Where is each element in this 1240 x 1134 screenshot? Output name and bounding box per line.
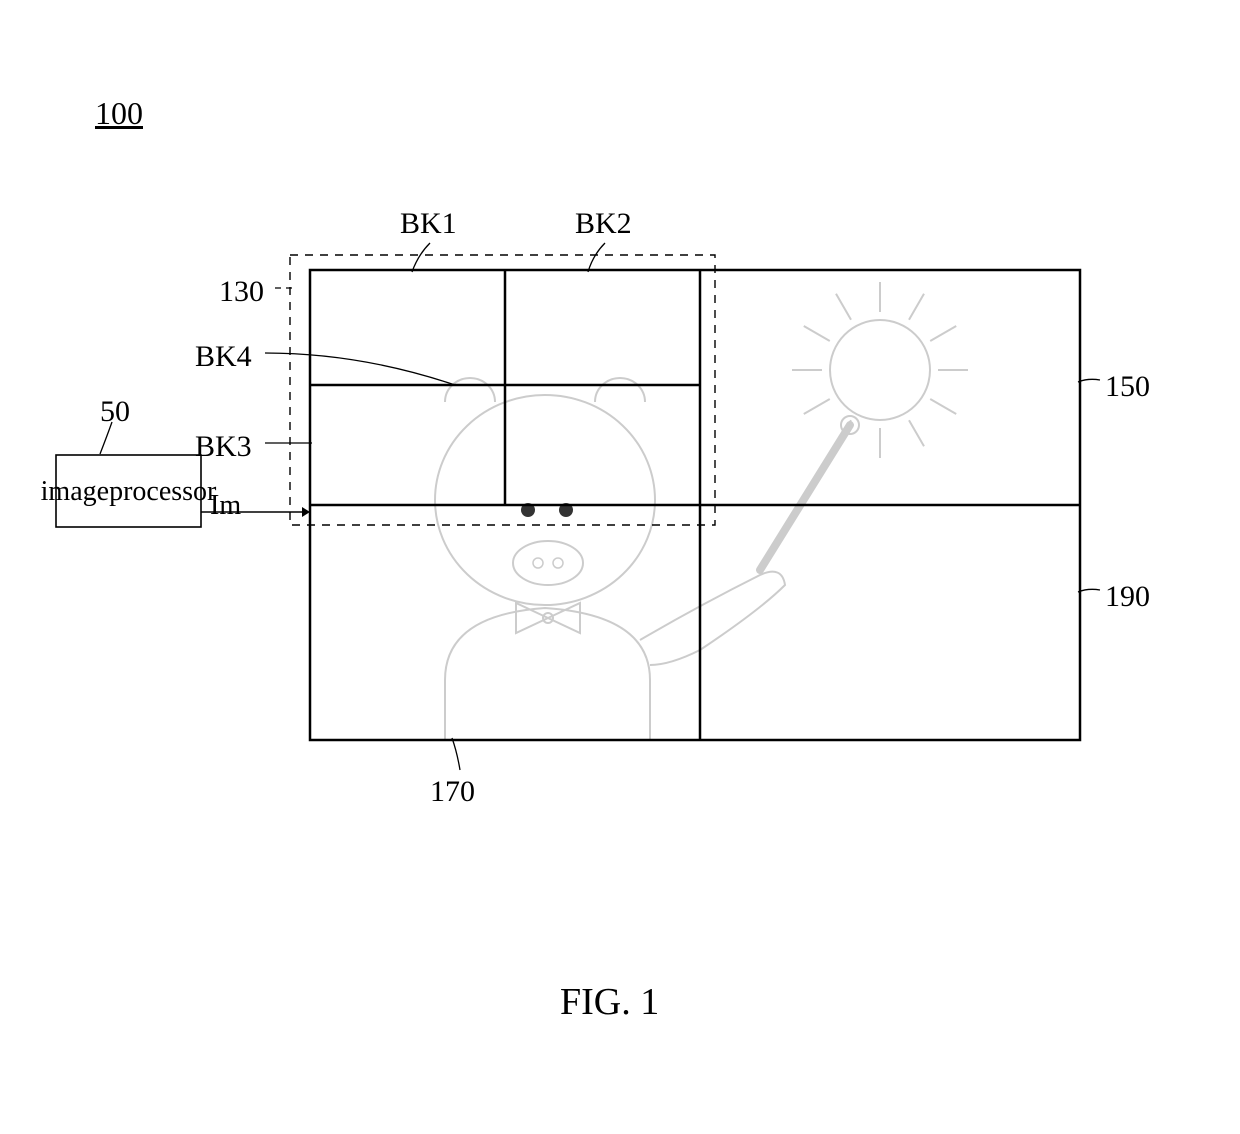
- ref-50: 50: [100, 395, 130, 429]
- label-bk2: BK2: [575, 207, 632, 241]
- ref-190: 190: [1105, 580, 1150, 614]
- figure-page: 100 FIG. 1 50 130 150 170 190 BK1 BK2 BK…: [0, 0, 1240, 1134]
- image-processor-label: imageprocessor: [56, 455, 201, 527]
- ref-170: 170: [430, 775, 475, 809]
- ref-150: 150: [1105, 370, 1150, 404]
- label-bk1: BK1: [400, 207, 457, 241]
- label-bk3: BK3: [195, 430, 252, 464]
- ref-100: 100: [95, 95, 143, 132]
- figure-title: FIG. 1: [560, 980, 659, 1024]
- leader-lines: [100, 243, 1100, 770]
- label-bk4: BK4: [195, 340, 252, 374]
- dashed-region-130: [290, 255, 715, 525]
- bear-illustration: [435, 282, 968, 740]
- figure-svg: [0, 0, 1240, 1134]
- ref-130: 130: [219, 275, 264, 309]
- display-grid: [310, 270, 1080, 740]
